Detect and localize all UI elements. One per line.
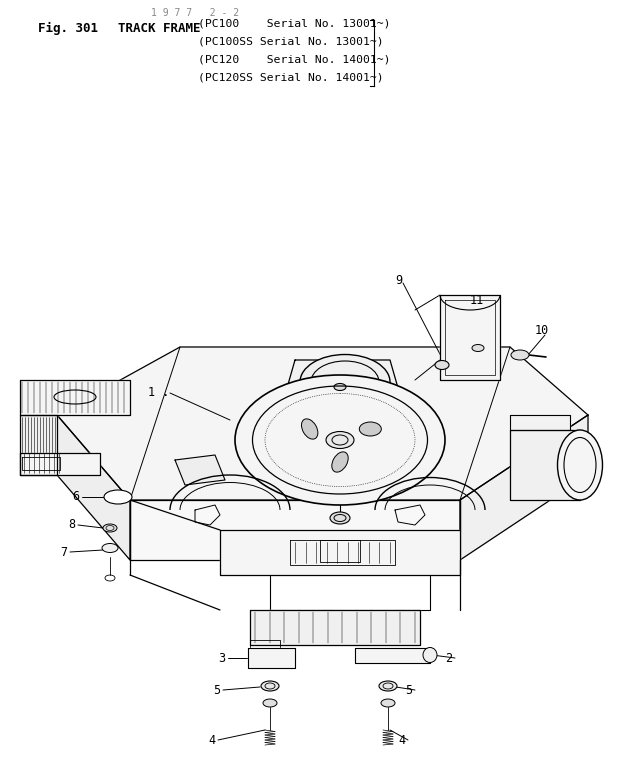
Text: 1 9 7 7   2 - 2: 1 9 7 7 2 - 2 (151, 8, 239, 18)
Ellipse shape (379, 681, 397, 691)
Ellipse shape (381, 699, 395, 707)
Text: 10: 10 (535, 323, 549, 336)
Ellipse shape (261, 681, 279, 691)
Polygon shape (175, 455, 225, 485)
Polygon shape (20, 415, 57, 475)
Text: (PC120SS Serial No. 14001~): (PC120SS Serial No. 14001~) (198, 72, 384, 82)
Ellipse shape (326, 431, 354, 448)
Text: (PC100    Serial No. 13001~): (PC100 Serial No. 13001~) (198, 18, 391, 28)
Ellipse shape (334, 383, 346, 390)
Text: 6: 6 (72, 491, 79, 503)
Ellipse shape (330, 512, 350, 524)
Text: 1 .: 1 . (148, 386, 169, 400)
Ellipse shape (263, 699, 277, 707)
Ellipse shape (103, 524, 117, 532)
Ellipse shape (511, 350, 529, 360)
Polygon shape (20, 453, 100, 475)
Text: (PC100SS Serial No. 13001~): (PC100SS Serial No. 13001~) (198, 36, 384, 46)
Polygon shape (57, 347, 588, 500)
Polygon shape (250, 610, 420, 645)
Polygon shape (460, 415, 588, 560)
Text: TRACK FRAME: TRACK FRAME (118, 22, 200, 35)
Polygon shape (440, 295, 500, 380)
Polygon shape (130, 500, 460, 560)
Polygon shape (220, 530, 460, 575)
Text: Fig. 301: Fig. 301 (38, 22, 98, 35)
Ellipse shape (332, 452, 348, 472)
Text: 4: 4 (208, 734, 215, 747)
Polygon shape (285, 360, 400, 415)
Ellipse shape (300, 355, 390, 410)
Text: 3: 3 (218, 652, 225, 665)
Text: (PC120    Serial No. 14001~): (PC120 Serial No. 14001~) (198, 54, 391, 64)
Polygon shape (20, 380, 130, 415)
Polygon shape (355, 648, 430, 663)
Ellipse shape (235, 375, 445, 505)
Text: 5: 5 (405, 683, 412, 696)
Ellipse shape (423, 648, 437, 662)
Ellipse shape (301, 419, 318, 439)
Ellipse shape (359, 422, 381, 436)
Polygon shape (248, 648, 295, 668)
Text: 11: 11 (470, 294, 484, 307)
Text: 9: 9 (395, 274, 402, 287)
Text: 8: 8 (68, 519, 75, 532)
Ellipse shape (102, 543, 118, 553)
Polygon shape (510, 415, 570, 430)
Text: 7: 7 (60, 546, 67, 559)
Ellipse shape (557, 430, 603, 500)
Polygon shape (510, 430, 580, 500)
Ellipse shape (435, 360, 449, 369)
Text: 4: 4 (398, 734, 405, 747)
Text: 5: 5 (213, 683, 220, 696)
Text: 2: 2 (445, 652, 452, 665)
Ellipse shape (472, 345, 484, 352)
Ellipse shape (104, 490, 132, 504)
Polygon shape (57, 415, 130, 560)
